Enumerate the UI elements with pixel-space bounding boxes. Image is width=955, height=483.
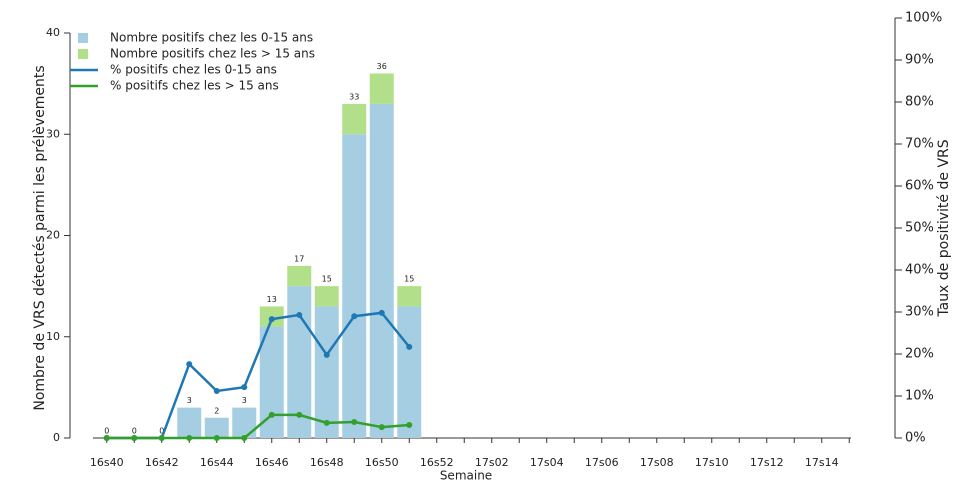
line-point (268, 316, 275, 323)
data-label: 2 (214, 406, 219, 415)
line-point (103, 435, 110, 441)
y2-tick-label: 0% (905, 431, 926, 446)
y2-tick-label: 20% (905, 347, 934, 362)
line-point (323, 351, 330, 358)
legend-label: Nombre positifs chez les 0-15 ans (110, 31, 313, 45)
y-tick-label: 0 (53, 431, 60, 444)
line-point (296, 411, 303, 418)
data-label: 0 (159, 427, 164, 436)
line-point (351, 313, 358, 320)
data-label: 36 (377, 62, 387, 71)
bar (397, 306, 422, 438)
y2-tick-label: 60% (905, 179, 934, 194)
line-point (241, 384, 248, 391)
x-tick-label: 17s14 (805, 456, 839, 469)
line-point (241, 435, 248, 441)
x-tick-label: 17s12 (750, 456, 784, 469)
bar (287, 265, 312, 287)
y2-tick-label: 50% (905, 221, 934, 236)
legend-swatch (78, 49, 88, 59)
line-point (378, 424, 385, 431)
y-tick-label: 10 (46, 330, 60, 343)
line-point (323, 419, 330, 426)
line-point (268, 411, 275, 418)
y2-tick-label: 10% (905, 389, 934, 404)
y2-tick-label: 80% (905, 95, 934, 110)
y2-tick-label: 90% (905, 53, 934, 68)
bar (342, 134, 367, 438)
line-point (186, 435, 193, 441)
bar (232, 407, 257, 438)
data-label: 0 (104, 427, 109, 436)
x-tick-label: 17s06 (585, 456, 619, 469)
x-tick-label: 16s52 (420, 456, 454, 469)
line-point (296, 311, 303, 318)
legend-label: Nombre positifs chez les > 15 ans (110, 47, 315, 61)
data-label: 3 (242, 396, 247, 405)
line-point (378, 309, 385, 316)
y2-tick-label: 40% (905, 263, 934, 278)
legend-label: % positifs chez les 0-15 ans (110, 63, 277, 77)
bar (314, 306, 339, 438)
x-axis-label: Semaine (440, 469, 492, 483)
x-tick-label: 17s10 (695, 456, 729, 469)
y2-tick-label: 70% (905, 137, 934, 152)
x-tick-label: 17s08 (640, 456, 674, 469)
x-tick-label: 16s42 (145, 456, 179, 469)
bar (342, 103, 367, 135)
y-tick-label: 40 (46, 26, 60, 39)
bar (369, 73, 394, 104)
bar (259, 326, 284, 438)
y-tick-label: 20 (46, 229, 60, 242)
data-label: 13 (267, 295, 277, 304)
bar (314, 286, 339, 307)
bar (177, 407, 202, 438)
line-point (131, 435, 138, 441)
y-tick-label: 30 (46, 127, 60, 140)
legend-swatch (78, 33, 88, 43)
data-label: 0 (132, 427, 137, 436)
line-point (351, 419, 358, 426)
y2-axis-label: Taux de positivité de VRS (936, 139, 952, 317)
x-tick-label: 16s48 (310, 456, 344, 469)
data-label: 17 (294, 254, 304, 263)
y-axis-label: Nombre de VRS détectés parmi les prélève… (32, 65, 48, 410)
bar (397, 286, 422, 307)
line-point (186, 361, 193, 368)
data-label: 33 (349, 92, 359, 101)
line-point (406, 343, 413, 350)
legend-label: % positifs chez les > 15 ans (110, 79, 279, 93)
bar (204, 417, 229, 438)
x-tick-label: 16s50 (365, 456, 399, 469)
x-tick-label: 17s04 (530, 456, 564, 469)
line (106, 413, 410, 440)
x-tick-label: 16s44 (200, 456, 234, 469)
data-label: 15 (404, 275, 414, 284)
line-point (213, 387, 220, 394)
data-label: 3 (187, 396, 192, 405)
y2-tick-label: 30% (905, 305, 934, 320)
x-tick-label: 16s46 (255, 456, 289, 469)
bar (369, 103, 394, 438)
x-tick-label: 16s40 (90, 456, 124, 469)
line-point (158, 435, 165, 441)
line-point (213, 435, 220, 441)
data-label: 15 (322, 275, 332, 284)
y2-tick-label: 100% (905, 11, 942, 26)
x-tick-label: 17s02 (475, 456, 509, 469)
line-point (406, 421, 413, 428)
